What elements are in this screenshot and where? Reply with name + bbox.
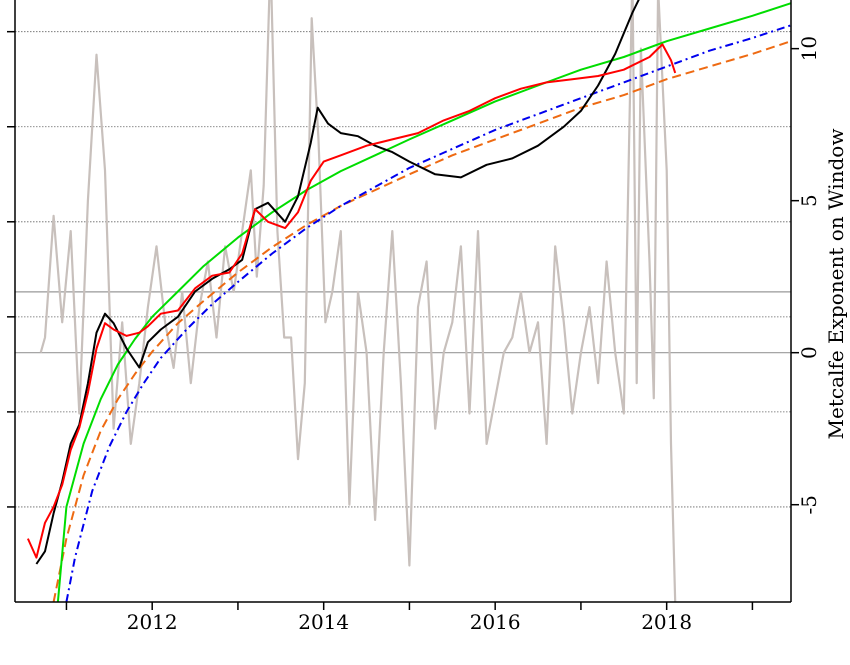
series-line-5 bbox=[39, 0, 677, 602]
y2-axis-title: Metcalfe Exponent on Window bbox=[824, 129, 848, 440]
x-tick-label-0: 2012 bbox=[127, 610, 178, 634]
label-layer: Metcalfe Exponent on Window 2012 2014 2016… bbox=[127, 36, 848, 634]
series-line-4 bbox=[65, 24, 791, 602]
series-line-2 bbox=[56, 2, 791, 602]
y2-tick-label-1: 5 bbox=[797, 194, 821, 207]
y2-tick-label-3: -5 bbox=[797, 495, 821, 514]
x-tick-label-1: 2014 bbox=[298, 610, 349, 634]
x-tick-label-3: 2018 bbox=[641, 610, 692, 634]
series-line-3 bbox=[52, 40, 791, 602]
y2-tick-label-2: 0 bbox=[797, 346, 821, 359]
y2-tick-label-0: 10 bbox=[797, 36, 821, 61]
series-line-1 bbox=[26, 43, 677, 559]
x-tick-label-2: 2016 bbox=[470, 610, 521, 634]
axis-layer bbox=[7, 0, 799, 610]
series-layer bbox=[26, 0, 791, 602]
series-line-0 bbox=[35, 0, 640, 565]
